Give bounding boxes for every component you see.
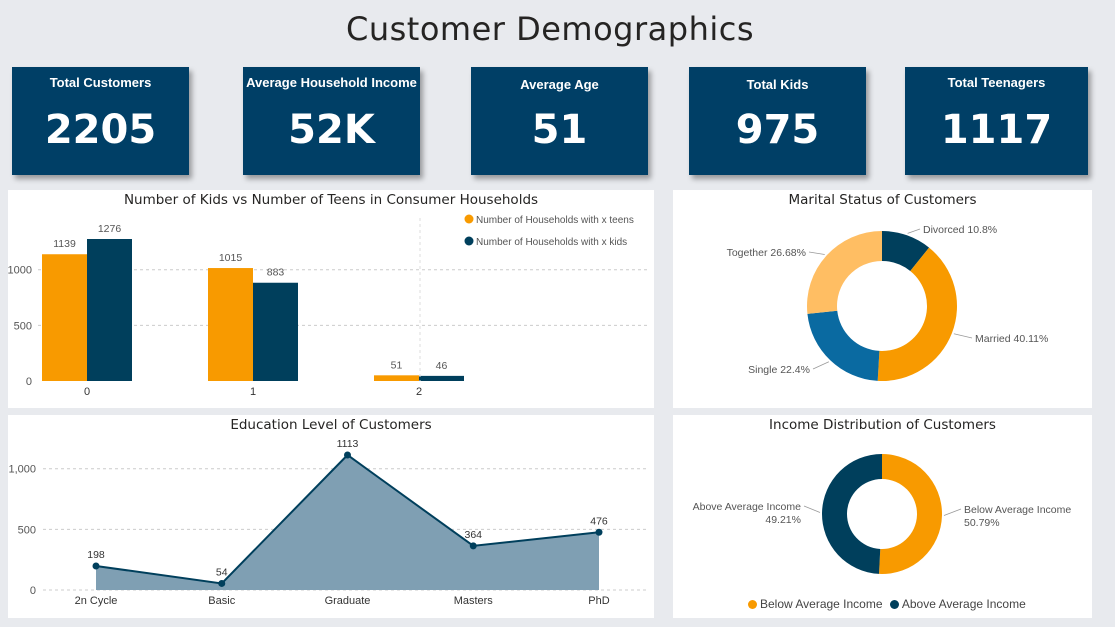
data-label: 476	[590, 515, 608, 527]
slice-label: Single 22.4%	[748, 364, 810, 376]
kpi-value: 2205	[44, 107, 157, 153]
kpi-value: 51	[531, 107, 588, 153]
bar	[208, 268, 253, 381]
chart-title: Marital Status of Customers	[788, 192, 977, 208]
kpi-label: Total Kids	[746, 77, 809, 92]
x-tick-label: 2	[416, 386, 422, 398]
kpi-value: 975	[735, 107, 820, 153]
kpi-label: Average Household Income	[246, 75, 417, 90]
kpi-value: 52K	[288, 107, 375, 153]
marital-status-donut: Divorced 10.8% Married 40.11% Single 22.4%…	[727, 224, 1048, 382]
slice-percent-label: 50.79%	[964, 517, 1000, 529]
leader-line	[943, 508, 962, 516]
x-tick-label: Graduate	[325, 595, 371, 607]
leader-line	[907, 228, 921, 234]
legend-label: Number of Households with x kids	[476, 237, 627, 248]
slice-label: Divorced 10.8%	[923, 224, 997, 236]
kpi-card-average-age[interactable]: Average Age 51	[471, 67, 648, 175]
y-tick-label: 1,000	[8, 464, 36, 476]
slice-label: Below Average Income	[964, 504, 1071, 516]
bar	[42, 254, 87, 381]
donut-slice	[882, 231, 930, 271]
data-label: 51	[391, 359, 403, 371]
donut-slice	[877, 247, 957, 382]
data-label: 1015	[219, 252, 243, 264]
data-label: 46	[436, 360, 448, 372]
legend-label: Below Average Income	[760, 597, 883, 611]
data-label: 1139	[53, 238, 76, 250]
legend-item-above[interactable]: Above Average Income	[889, 597, 1026, 611]
bar	[253, 282, 298, 381]
data-label: 1113	[337, 438, 359, 450]
data-point	[218, 579, 226, 587]
legend-swatch	[748, 600, 757, 609]
x-tick-label: Basic	[208, 595, 235, 607]
kpi-value: 1117	[940, 107, 1053, 153]
bar	[87, 239, 132, 381]
slice-label: Together 26.68%	[727, 247, 806, 259]
data-point	[595, 528, 603, 536]
leader-line	[812, 361, 830, 370]
kids-teens-bar-chart: 0 500 1000 1139 1276 0 1015 883 1 51 46 2 Number of …	[8, 214, 648, 398]
kpi-card-total-teenagers[interactable]: Total Teenagers 1117	[905, 67, 1088, 175]
chart-title: Income Distribution of Customers	[769, 417, 996, 433]
y-tick-label: 0	[26, 376, 32, 388]
legend-label: Above Average Income	[901, 597, 1026, 611]
y-tick-label: 500	[18, 524, 36, 536]
bar	[419, 375, 464, 381]
kpi-label: Total Customers	[49, 75, 152, 90]
x-tick-label: Masters	[454, 595, 494, 607]
donut-slice	[807, 310, 880, 381]
education-chart-panel[interactable]: Education Level of Customers 0 500 1,000 19…	[8, 415, 654, 618]
legend-swatch	[889, 600, 899, 609]
kpi-label: Average Age	[520, 77, 599, 92]
kpi-card-total-kids[interactable]: Total Kids 975	[689, 67, 866, 175]
y-tick-label: 1000	[8, 265, 32, 277]
data-label: 883	[267, 267, 285, 279]
x-tick-label: 1	[250, 386, 256, 398]
chart-title: Number of Kids vs Number of Teens in Con…	[123, 192, 539, 208]
bar	[374, 375, 419, 381]
data-point	[469, 542, 477, 550]
y-tick-label: 0	[30, 585, 36, 597]
slice-percent-label: 49.21%	[765, 514, 801, 526]
slice-label: Married 40.11%	[975, 333, 1048, 345]
donut-slice	[807, 231, 882, 314]
legend-label: Number of Households with x teens	[476, 215, 634, 226]
legend-item-below[interactable]: Below Average Income	[748, 597, 883, 611]
kpi-card-average-household-income[interactable]: Average Household Income 52K	[243, 67, 420, 175]
x-tick-label: 0	[84, 386, 90, 398]
donut-slice	[879, 454, 942, 574]
x-tick-label: 2n Cycle	[75, 595, 118, 607]
data-label: 198	[87, 549, 105, 561]
leader-line	[953, 333, 973, 339]
data-label: 1276	[98, 223, 122, 235]
income-legend: Below Average Income Above Average Incom…	[748, 597, 1026, 611]
data-point	[92, 562, 100, 570]
x-tick-label: PhD	[588, 595, 609, 607]
income-distribution-panel[interactable]: Income Distribution of Customers Below A…	[673, 415, 1092, 618]
legend-swatch	[464, 236, 474, 246]
data-label: 364	[464, 529, 482, 541]
education-area-chart: 0 500 1,000 198 2n Cycle 54 Basic 1113 Graduate 3…	[8, 438, 648, 607]
area-fill	[96, 455, 599, 590]
kids-teens-chart-panel[interactable]: Number of Kids vs Number of Teens in Con…	[8, 190, 654, 408]
y-tick-label: 500	[14, 320, 32, 332]
chart-title: Education Level of Customers	[230, 417, 432, 433]
kpi-card-total-customers[interactable]: Total Customers 2205	[12, 67, 189, 175]
kpi-label: Total Teenagers	[947, 75, 1046, 90]
data-label: 54	[216, 566, 228, 578]
leader-line	[808, 251, 825, 255]
slice-label: Above Average Income	[693, 501, 802, 513]
legend-swatch	[464, 214, 474, 224]
leader-line	[803, 505, 821, 513]
marital-status-panel[interactable]: Marital Status of Customers Divorced 10.…	[673, 190, 1092, 408]
data-point	[344, 451, 351, 459]
page-title: Customer Demographics	[345, 10, 754, 48]
donut-slice	[822, 454, 882, 574]
